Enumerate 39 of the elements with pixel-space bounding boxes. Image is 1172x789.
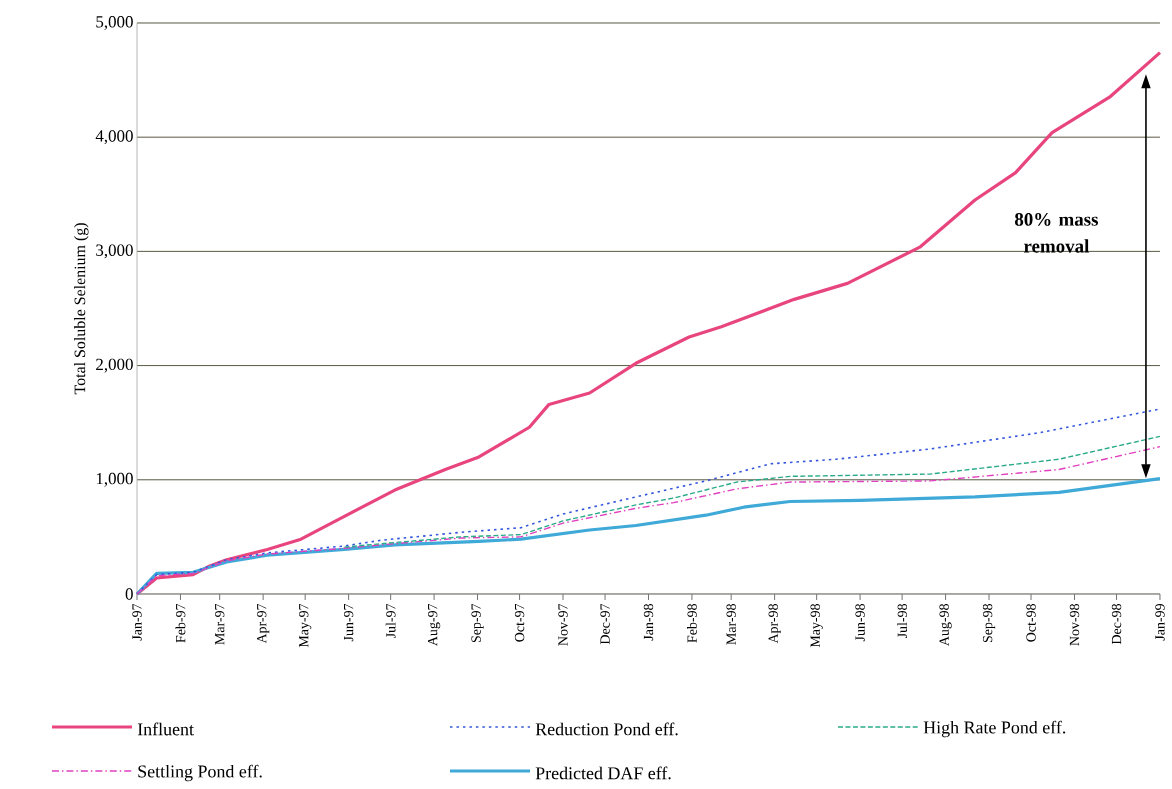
x-tick-label: Nov-97 (558, 603, 568, 646)
x-tick-label: May-97 (299, 603, 312, 648)
y-tick-label: 3,000 (96, 244, 133, 259)
x-tick-label: Jan-99 (1155, 604, 1165, 641)
x-tick-label: Oct-97 (514, 603, 525, 642)
line-series (343, 435, 1161, 548)
x-tick-label: Feb-98 (687, 604, 697, 643)
x-tick-label: Aug-98 (939, 604, 952, 646)
x-tick-label: Jun-98 (855, 604, 865, 642)
x-tick-label: Sep-98 (982, 604, 996, 643)
y-tick-label: 0 (125, 588, 133, 600)
legend-label: Predicted DAF eff. (535, 766, 671, 780)
x-tick-label: Feb-97 (175, 603, 186, 643)
x-tick-label: Nov-98 (1069, 604, 1080, 646)
x-tick-label: Aug-97 (427, 603, 441, 646)
x-tick-label: Jul-98 (897, 604, 908, 639)
x-tick-label: Oct-98 (1026, 604, 1036, 642)
x-tick-label: Apr-98 (768, 604, 781, 644)
legend-label: Settling Pond eff. (138, 764, 262, 782)
legend-label: Influent (137, 722, 194, 736)
annotation: 80% mass removal (1014, 213, 1099, 253)
y-tick-label: 2,000 (96, 358, 133, 373)
x-tick-label: Dec-98 (1111, 604, 1122, 645)
x-tick-label: Dec-97 (600, 603, 610, 645)
y-tick-label: 5,000 (96, 16, 133, 30)
legend-label: Reduction Pond eff. (535, 722, 678, 736)
x-tick-label: Sep-97 (471, 603, 484, 643)
legend-label: High Rate Pond eff. (923, 720, 1066, 738)
x-tick-label: Apr-97 (257, 603, 270, 644)
x-tick-label: May-98 (810, 604, 823, 648)
x-tick-label: Jan-98 (643, 604, 654, 641)
x-tick-label: Jun-97 (343, 603, 354, 642)
y-tick-label: 1,000 (96, 472, 133, 487)
x-tick-label: Mar-97 (215, 603, 225, 645)
x-tick-label: Jan-97 (132, 603, 142, 641)
x-tick-label: Mar-98 (726, 604, 736, 645)
y-axis-title: Total Soluble Selenium (g) (74, 223, 89, 395)
y-tick-label: 4,000 (95, 130, 133, 145)
x-tick-label: Jul-97 (385, 603, 396, 639)
